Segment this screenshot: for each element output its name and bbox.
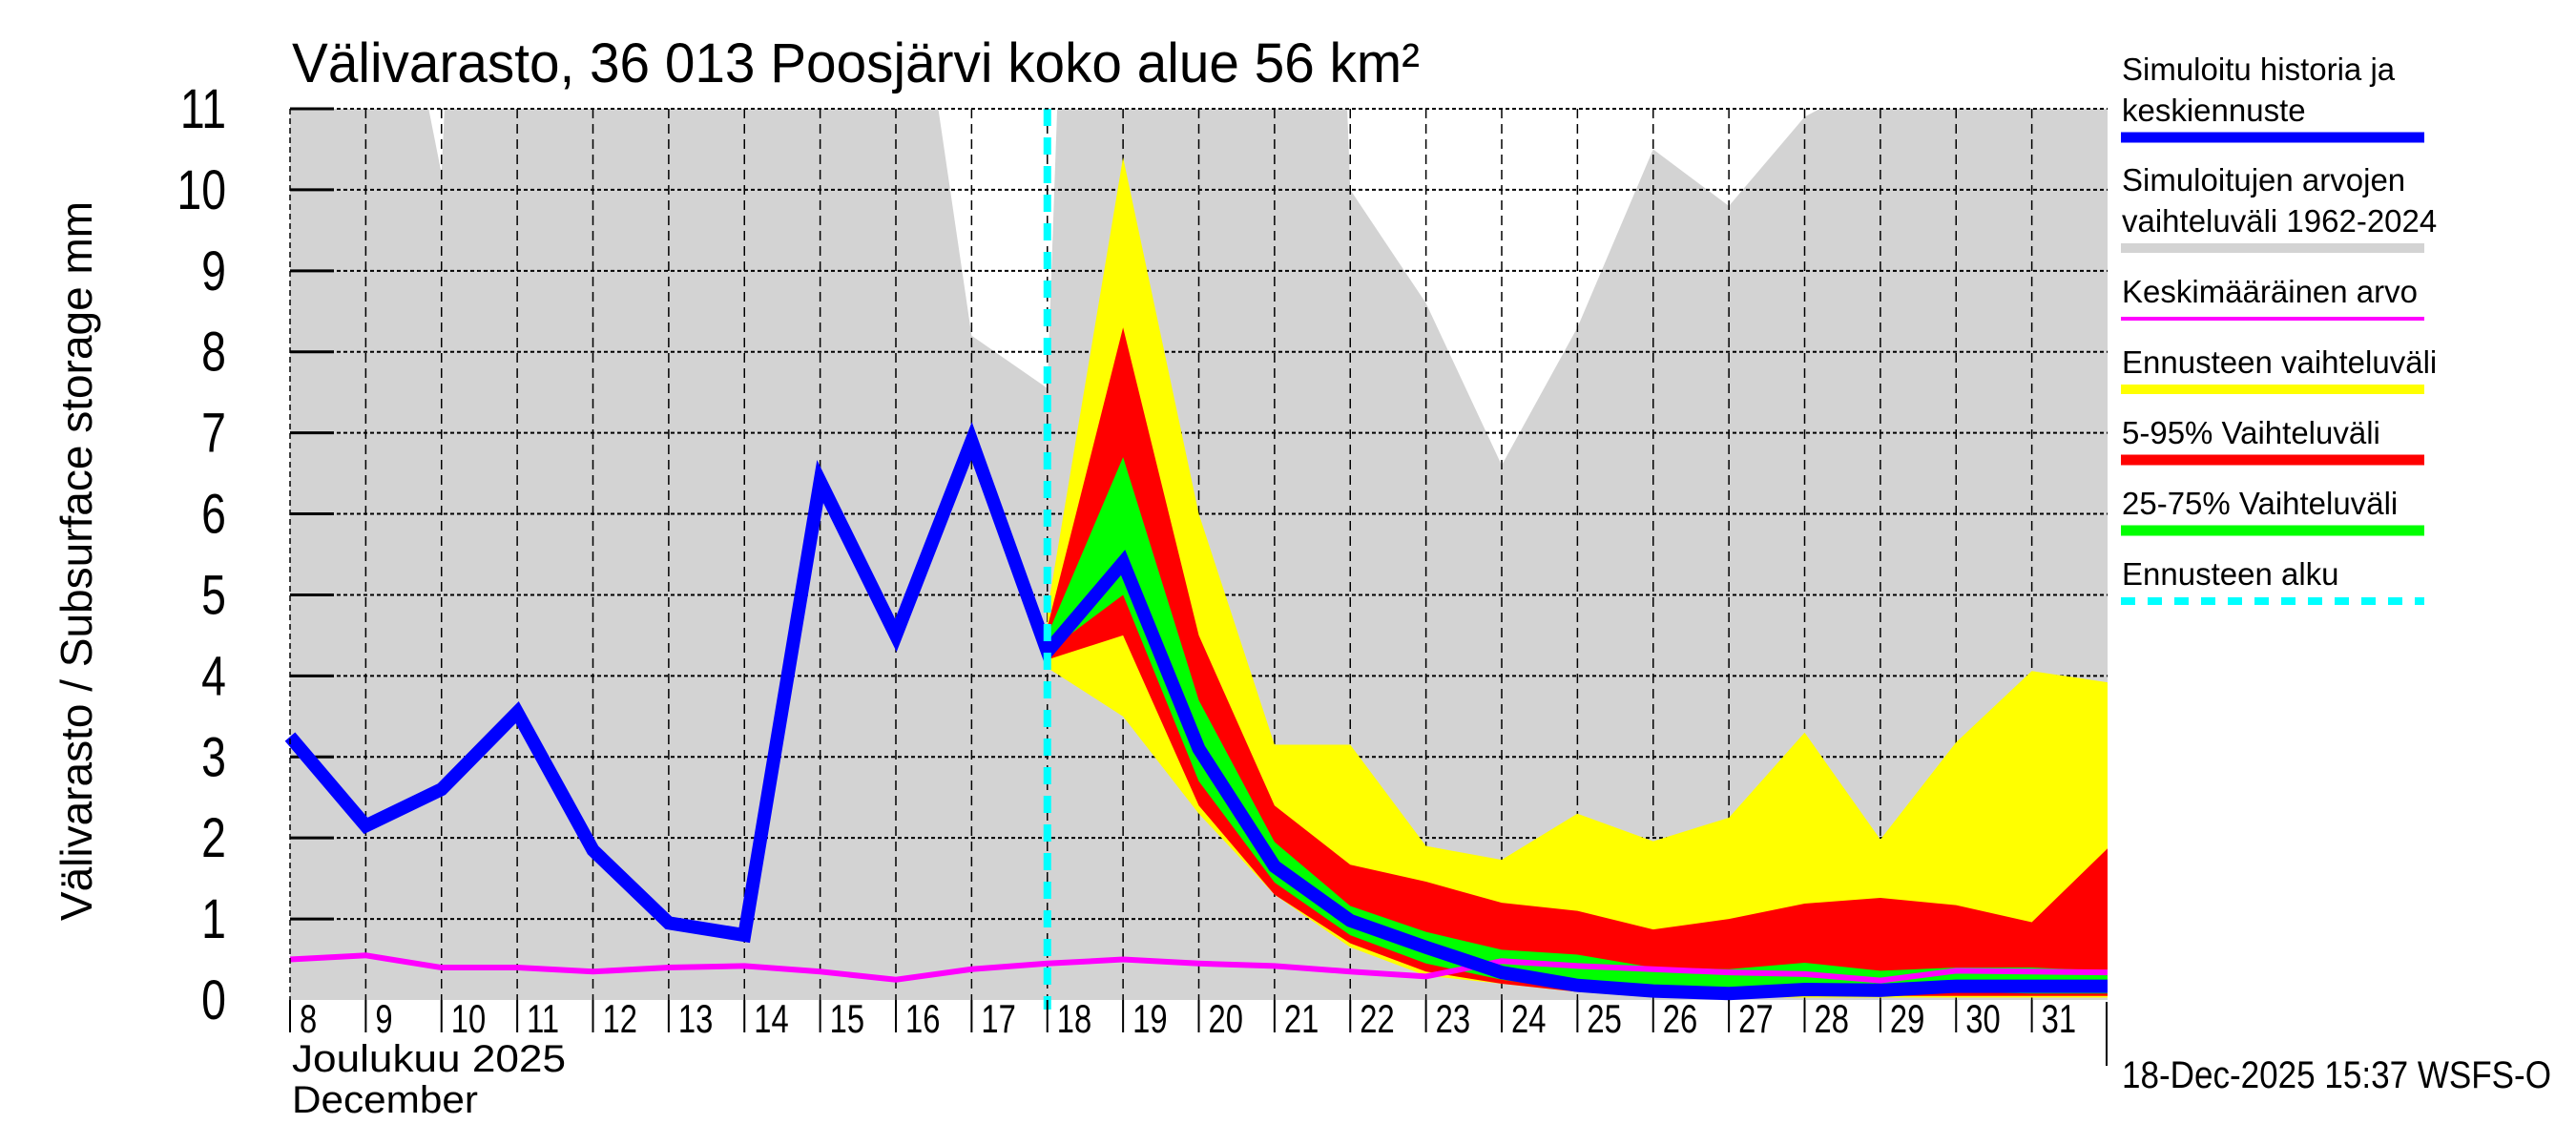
x-tick-label: 8 [300, 996, 317, 1041]
y-tick-label: 4 [201, 645, 226, 707]
x-tick-label: 27 [1738, 996, 1773, 1041]
legend-label: Simuloitu historia ja [2122, 52, 2396, 87]
legend-label: Simuloitujen arvojen [2122, 162, 2405, 198]
x-tick-label: 29 [1890, 996, 1924, 1041]
x-tick-label: 21 [1284, 996, 1319, 1041]
legend-label: Keskimääräinen arvo [2122, 274, 2418, 309]
y-tick-label: 6 [201, 484, 226, 546]
x-axis-month-label: Joulukuu 2025 [292, 1038, 566, 1080]
x-tick-label: 19 [1132, 996, 1167, 1041]
mean-line [289, 952, 2109, 984]
legend-label: 5-95% Vaihteluväli [2122, 415, 2380, 450]
y-tick-label: 2 [201, 807, 226, 869]
plot-area [284, 107, 2109, 1032]
x-tick-label: 18 [1057, 996, 1091, 1041]
x-tick-label: 30 [1965, 996, 2000, 1041]
y-tick-label: 9 [201, 240, 226, 302]
x-tick-labels: 8 9 10 11 12 13 14 15 16 17 18 19 20 21 22 23 24 25 26 27 28… [289, 996, 2076, 1041]
x-tick-label: 22 [1360, 996, 1394, 1041]
x-tick-label: 17 [981, 996, 1015, 1041]
x-tick-label: 16 [905, 996, 940, 1041]
x-tick-label: 25 [1587, 996, 1621, 1041]
x-tick-label: 20 [1209, 996, 1243, 1041]
y-tick-label: 10 [177, 159, 226, 221]
x-tick-label: 13 [678, 996, 713, 1041]
x-tick-label: 9 [375, 996, 392, 1041]
y-tick-label: 0 [201, 969, 226, 1031]
history-median-line [284, 422, 2108, 1001]
y-tick-labels: 0 1 2 3 4 5 6 7 8 9 10 11 [177, 78, 226, 1031]
x-tick-label: 10 [451, 996, 486, 1041]
x-tick-label: 24 [1511, 996, 1546, 1041]
ensemble-range-band [1047, 156, 2108, 998]
y-tick-label: 3 [201, 726, 226, 788]
y-tick-label: 11 [180, 78, 226, 140]
y-tick-label: 8 [201, 322, 226, 384]
y-axis-label: Välivarasto / Subsurface storage mm [52, 201, 101, 921]
legend: Simuloitu historia ja keskiennuste Simuloi… [2121, 52, 2437, 605]
chart-title: Välivarasto, 36 013 Poosjärvi koko alue … [292, 32, 1420, 94]
y-tick-label: 5 [201, 565, 226, 627]
x-tick-label: 31 [2042, 996, 2076, 1041]
legend-label: keskiennuste [2122, 93, 2306, 128]
x-tick-label: 11 [527, 996, 559, 1041]
y-tick-label: 7 [201, 403, 226, 465]
legend-label: Ennusteen alku [2122, 556, 2339, 592]
x-tick-label: 23 [1436, 996, 1470, 1041]
x-tick-label: 14 [754, 996, 788, 1041]
y-tick-label: 1 [201, 888, 226, 950]
x-tick-label: 28 [1815, 996, 1849, 1041]
x-tick-label: 26 [1663, 996, 1697, 1041]
legend-label: Ennusteen vaihteluväli [2122, 344, 2437, 380]
x-tick-label: 12 [603, 996, 637, 1041]
legend-label: vaihteluväli 1962-2024 [2122, 203, 2437, 239]
p5-95-band [1047, 327, 2108, 996]
x-tick-label: 15 [830, 996, 864, 1041]
timestamp: 18-Dec-2025 15:37 WSFS-O [2122, 1054, 2551, 1096]
legend-label: 25-75% Vaihteluväli [2122, 486, 2398, 521]
x-axis-month-label-en: December [292, 1079, 478, 1121]
